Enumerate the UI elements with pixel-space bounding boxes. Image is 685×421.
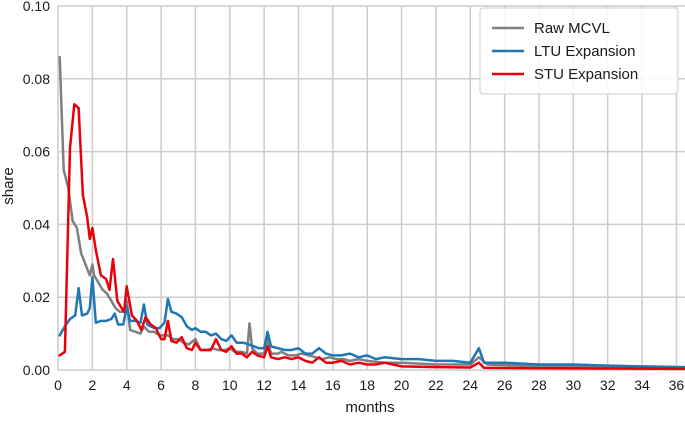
x-tick-label: 16 bbox=[325, 377, 341, 393]
y-tick-label: 0.10 bbox=[23, 0, 50, 14]
x-tick-label: 8 bbox=[192, 377, 200, 393]
x-tick-label: 34 bbox=[634, 377, 650, 393]
grid bbox=[57, 5, 685, 371]
x-tick-label: 12 bbox=[256, 377, 272, 393]
legend-label-raw-mcvl: Raw MCVL bbox=[534, 20, 610, 37]
y-tick-label: 0.02 bbox=[23, 289, 50, 305]
x-tick-label: 26 bbox=[497, 377, 513, 393]
x-tick-label: 30 bbox=[566, 377, 582, 393]
x-tick-label: 24 bbox=[462, 377, 478, 393]
x-tick-label: 32 bbox=[600, 377, 616, 393]
x-tick-label: 14 bbox=[291, 377, 307, 393]
series-line-ltu-expansion bbox=[58, 275, 685, 369]
y-axis-label: share bbox=[0, 167, 17, 205]
x-tick-label: 18 bbox=[359, 377, 375, 393]
series-line-stu-expansion bbox=[58, 103, 685, 371]
x-tick-label: 10 bbox=[222, 377, 238, 393]
legend-frame bbox=[479, 7, 679, 95]
x-tick-label: 20 bbox=[394, 377, 410, 393]
x-tick-label: 0 bbox=[54, 377, 62, 393]
x-tick-label: 22 bbox=[428, 377, 444, 393]
tick-labels: 0 2 4 6 8 10 12 14 16 18 20 22 24 26 28 30 32 34 360.000.0… bbox=[23, 0, 685, 393]
x-tick-label: 4 bbox=[123, 377, 131, 393]
y-tick-label: 0.08 bbox=[23, 71, 50, 87]
x-axis-label: months bbox=[345, 399, 394, 416]
legend: Raw MCVL LTU Expansion STU Expansion bbox=[479, 7, 679, 95]
legend-label-ltu-expansion: LTU Expansion bbox=[534, 43, 635, 60]
legend-label-stu-expansion: STU Expansion bbox=[534, 66, 638, 83]
x-tick-label: 2 bbox=[88, 377, 96, 393]
x-tick-label: 28 bbox=[531, 377, 547, 393]
y-tick-label: 0.06 bbox=[23, 144, 50, 160]
x-tick-label: 36 bbox=[669, 377, 685, 393]
y-tick-label: 0.00 bbox=[23, 362, 50, 378]
series-lines bbox=[58, 55, 685, 371]
y-tick-label: 0.04 bbox=[23, 216, 50, 232]
x-tick-label: 6 bbox=[157, 377, 165, 393]
series-line-raw-mcvl bbox=[58, 55, 685, 370]
